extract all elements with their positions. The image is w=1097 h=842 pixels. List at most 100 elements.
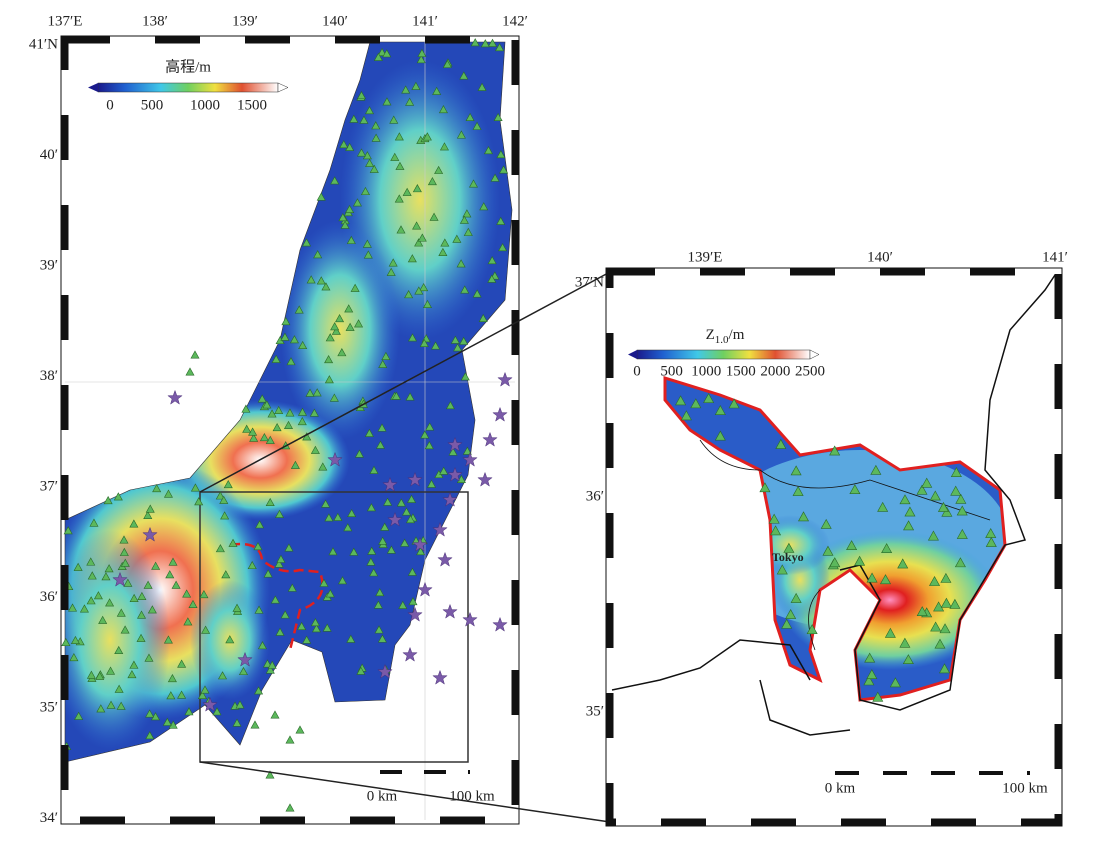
right-frame-outline (605, 267, 1063, 827)
station (394, 194, 404, 203)
station (267, 660, 277, 669)
station (95, 671, 105, 680)
station (182, 589, 192, 598)
epicenter (407, 606, 423, 622)
station (147, 605, 157, 614)
station (401, 507, 412, 516)
station (306, 275, 316, 284)
epicenter (237, 651, 253, 667)
station (407, 254, 417, 263)
station (356, 148, 366, 157)
station (496, 216, 506, 225)
lon-label: 137′E (48, 13, 83, 29)
station (298, 340, 308, 350)
lon-label: 138′ (142, 13, 168, 29)
station (324, 354, 334, 364)
station (785, 608, 797, 619)
station (349, 114, 359, 123)
station (143, 580, 153, 589)
station (498, 242, 508, 252)
station (889, 677, 901, 688)
station (950, 467, 962, 477)
station (167, 673, 177, 683)
station (402, 187, 412, 196)
station (456, 259, 466, 268)
station (101, 572, 111, 581)
station (241, 404, 251, 413)
station (383, 497, 393, 506)
station (305, 388, 315, 397)
station (168, 557, 178, 566)
station (143, 510, 153, 519)
station (419, 338, 429, 347)
station (356, 666, 366, 675)
station (377, 423, 387, 432)
station (238, 666, 248, 676)
station (877, 501, 889, 512)
station (215, 491, 225, 500)
station (310, 445, 320, 454)
station (416, 55, 426, 64)
station (309, 408, 319, 417)
stations (61, 38, 513, 812)
epicenter (442, 491, 458, 507)
lon-label: 139′ (232, 13, 258, 29)
station (902, 654, 914, 665)
colorbar-label: 1500 (726, 363, 756, 379)
station (487, 274, 497, 283)
cbar-end (809, 349, 820, 360)
station (703, 393, 715, 403)
station (346, 634, 356, 643)
station (324, 513, 334, 522)
station (985, 527, 997, 538)
station (329, 393, 339, 402)
station (391, 391, 401, 400)
station (864, 652, 876, 663)
station (285, 735, 295, 744)
station (253, 541, 263, 551)
station (265, 497, 275, 506)
station (347, 508, 357, 518)
station (933, 601, 945, 612)
station (916, 606, 928, 616)
station (386, 267, 396, 276)
station (373, 52, 383, 61)
station (136, 633, 146, 642)
station (487, 255, 497, 265)
station (103, 495, 113, 505)
station (69, 653, 79, 662)
station (921, 477, 933, 488)
station (145, 731, 155, 740)
station (389, 115, 399, 124)
station (434, 165, 444, 174)
station (422, 299, 432, 308)
station (190, 350, 200, 359)
station (456, 130, 466, 139)
lon-label: 140′ (322, 13, 348, 29)
station (86, 670, 96, 679)
station (70, 635, 80, 644)
station (378, 359, 388, 368)
station (490, 173, 500, 182)
station (916, 484, 928, 495)
scale-label: 100 km (1002, 780, 1048, 796)
station (420, 430, 430, 439)
station (330, 176, 340, 185)
epicenter (482, 431, 498, 447)
station (290, 460, 300, 469)
station (232, 718, 242, 727)
station (86, 596, 96, 605)
station (884, 627, 896, 638)
epicenter (112, 571, 128, 587)
connector (199, 761, 611, 823)
station (345, 322, 355, 331)
station (346, 235, 356, 244)
station (339, 140, 349, 149)
station (675, 395, 687, 406)
station (829, 557, 841, 568)
station (270, 710, 280, 719)
station (297, 621, 307, 630)
station (388, 258, 398, 267)
station (228, 538, 238, 547)
station (250, 720, 260, 729)
